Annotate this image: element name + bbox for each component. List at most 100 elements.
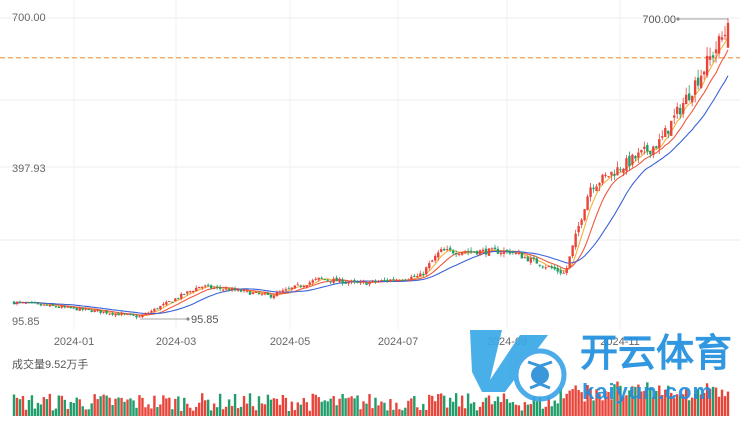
- volume-bar: [293, 410, 297, 416]
- candle: [377, 279, 380, 283]
- candle: [628, 151, 631, 171]
- candle: [720, 31, 724, 43]
- candle: [726, 18, 730, 48]
- volume-bar: [699, 394, 703, 416]
- candle: [108, 313, 111, 315]
- volume-bar: [702, 392, 706, 416]
- time-axis-label: 2024-11: [600, 336, 640, 348]
- volume-bar: [147, 404, 150, 416]
- candle: [684, 87, 688, 105]
- volume-bar: [487, 395, 491, 416]
- time-axis-label: 2024-07: [378, 336, 418, 348]
- volume-bar: [323, 400, 326, 416]
- volume-bar: [66, 408, 69, 416]
- candle: [442, 247, 446, 251]
- volume-bar: [472, 402, 476, 416]
- volume-bar: [162, 395, 165, 416]
- volume-bar: [425, 409, 428, 416]
- volume-bar: [317, 397, 320, 416]
- candle: [679, 104, 682, 119]
- candle: [705, 47, 709, 78]
- candle: [562, 270, 565, 274]
- volume-bar: [634, 386, 637, 416]
- volume-bar: [592, 400, 595, 416]
- volume-bar: [248, 393, 252, 416]
- volume-bar: [344, 398, 347, 416]
- candle: [263, 292, 267, 296]
- candle: [242, 289, 246, 293]
- volume-bar: [215, 407, 219, 416]
- candle: [463, 250, 467, 255]
- candle: [478, 249, 482, 256]
- candle: [559, 267, 562, 276]
- volume-bar: [257, 396, 261, 416]
- volume-bar: [132, 400, 135, 416]
- price-axis: 700.00 397.93 95.85: [12, 12, 46, 328]
- candle: [693, 76, 697, 103]
- candle: [661, 130, 664, 141]
- candle: [395, 278, 398, 282]
- candle: [117, 311, 120, 316]
- volume-bar: [431, 395, 434, 416]
- volume-bar: [129, 398, 132, 416]
- volume-bar: [604, 391, 607, 416]
- candle: [12, 300, 16, 305]
- volume-bars: [12, 381, 730, 416]
- candle: [296, 282, 300, 286]
- candle: [511, 250, 515, 255]
- candle: [487, 247, 491, 256]
- volume-bar: [120, 397, 123, 416]
- moving-average-line: [13, 75, 729, 315]
- volume-bar: [565, 393, 568, 416]
- volume-bar: [553, 400, 556, 416]
- candle: [236, 287, 240, 292]
- watermark-name: 开云体育: [580, 333, 732, 375]
- candle: [696, 69, 700, 90]
- volume-bar: [445, 407, 449, 416]
- candle: [702, 70, 706, 80]
- candle: [469, 247, 473, 254]
- volume-bar: [251, 406, 255, 416]
- candle: [472, 251, 476, 254]
- candle: [347, 281, 350, 286]
- volume-bar: [123, 401, 126, 416]
- candle: [619, 166, 622, 173]
- candle: [571, 245, 574, 259]
- volume-bar: [505, 399, 509, 416]
- time-axis: 2024-01 2024-03 2024-05 2024-07 2024-09 2024-…: [54, 336, 640, 348]
- volume-bar: [314, 394, 317, 416]
- candle: [637, 148, 640, 164]
- volume-bar: [607, 392, 610, 416]
- candle: [687, 85, 691, 102]
- candle: [323, 278, 326, 281]
- candle: [640, 149, 643, 155]
- volume-bar: [135, 407, 138, 416]
- candle: [481, 247, 485, 254]
- volume-bar: [338, 398, 341, 416]
- volume-bar: [714, 387, 718, 416]
- volume-bar: [717, 396, 721, 416]
- volume-bar: [183, 397, 186, 416]
- candle: [39, 302, 43, 307]
- volume-bar: [693, 393, 697, 416]
- candle: [353, 278, 356, 285]
- candle: [565, 265, 568, 276]
- candle: [278, 290, 282, 295]
- volume-bar: [589, 388, 592, 416]
- volume-bar: [598, 394, 601, 416]
- volume-bar: [141, 397, 144, 416]
- candle: [529, 254, 533, 266]
- volume-bar: [236, 408, 240, 416]
- time-axis-label: 2024-01: [54, 336, 94, 348]
- candle: [141, 314, 144, 319]
- candle: [574, 229, 577, 250]
- candle: [493, 244, 497, 250]
- volume-bar: [559, 388, 562, 416]
- candle: [153, 308, 156, 313]
- candle: [254, 291, 258, 293]
- volume-bar: [568, 390, 571, 416]
- volume-bar: [613, 384, 616, 416]
- volume-bar: [195, 406, 198, 416]
- volume-bar: [96, 399, 99, 416]
- volume-bar: [275, 398, 279, 416]
